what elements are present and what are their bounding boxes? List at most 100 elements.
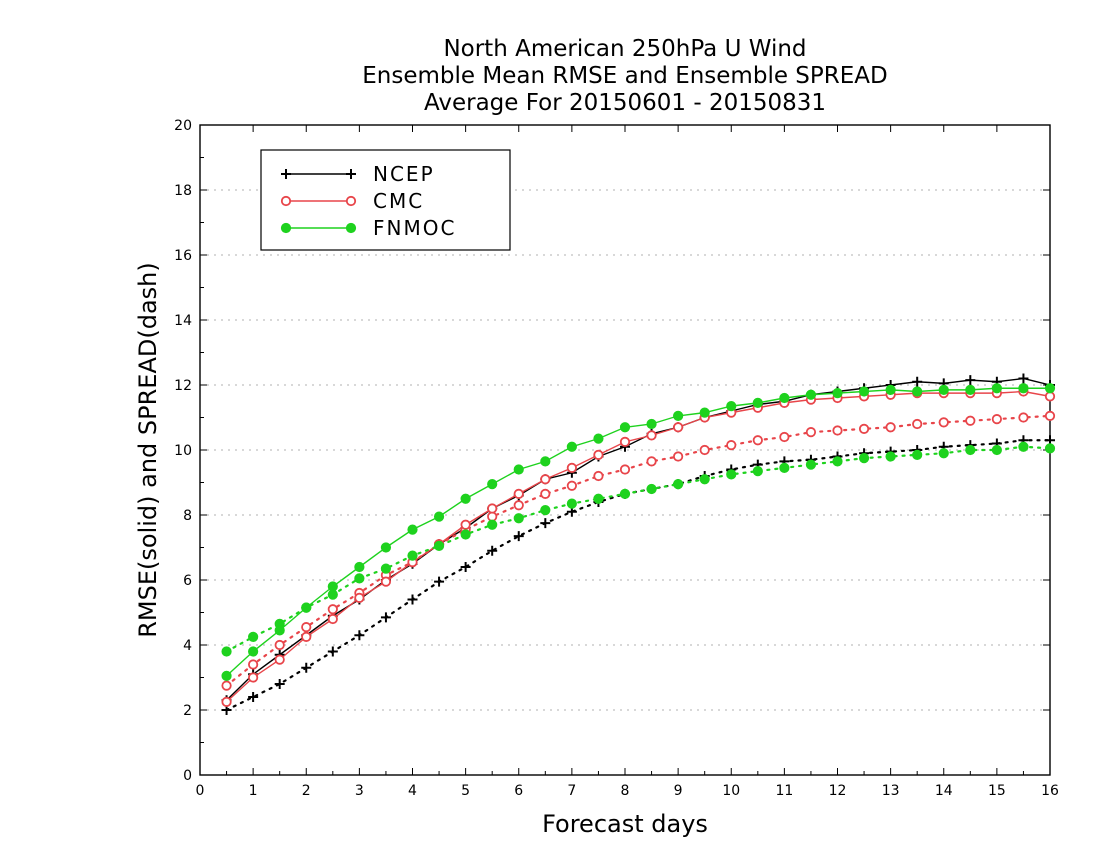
- fnmoc-spread-point: [460, 529, 471, 540]
- fnmoc-rmse-point: [301, 602, 312, 613]
- x-tick-label-11: 11: [775, 783, 793, 799]
- cmc-rmse-point: [566, 462, 577, 473]
- fnmoc-spread-point: [407, 550, 418, 561]
- cmc-spread-point: [779, 431, 790, 443]
- x-tick-label-7: 7: [567, 783, 576, 799]
- fnmoc-rmse-point: [699, 407, 710, 418]
- fnmoc-rmse-point: [1044, 383, 1056, 394]
- fnmoc-spread-point: [566, 498, 577, 509]
- y-axis-label: RMSE(solid) and SPREAD(dash): [134, 262, 162, 638]
- fnmoc-spread-point: [513, 513, 524, 524]
- fnmoc-spread-point: [433, 540, 445, 551]
- cmc-spread-point: [566, 480, 577, 491]
- fnmoc-spread-point: [938, 448, 949, 459]
- x-tick-label-2: 2: [302, 783, 311, 799]
- cmc-spread-line: [225, 414, 1052, 687]
- y-tick-label-10: 10: [174, 443, 192, 459]
- cmc-spread-point: [274, 639, 285, 651]
- cmc-rmse-point: [593, 449, 604, 460]
- ncep-rmse-point: [965, 375, 976, 386]
- fnmoc-rmse-point: [673, 410, 684, 421]
- x-tick-label-6: 6: [514, 783, 523, 799]
- legend-marker-start-cmc: [280, 195, 292, 207]
- fnmoc-rmse-point: [965, 384, 976, 395]
- cmc-rmse-point: [487, 503, 498, 514]
- series-layer: [221, 373, 1056, 715]
- cmc-rmse-point: [673, 422, 684, 433]
- legend-marker-end-cmc: [345, 195, 357, 207]
- y-tick-label-4: 4: [183, 638, 192, 654]
- chart-title-line-2: Ensemble Mean RMSE and Ensemble SPREAD: [362, 63, 888, 89]
- x-tick-label-8: 8: [621, 783, 630, 799]
- ncep-spread-point: [327, 646, 338, 657]
- fnmoc-spread-point: [779, 462, 790, 473]
- cmc-spread-point: [699, 444, 710, 456]
- fnmoc-rmse-point: [885, 384, 896, 395]
- fnmoc-rmse-point: [1018, 383, 1029, 394]
- cmc-spread-point: [805, 427, 817, 438]
- fnmoc-rmse-point: [858, 386, 870, 397]
- fnmoc-spread-point: [885, 451, 896, 462]
- fnmoc-rmse-point: [832, 388, 843, 399]
- fnmoc-spread-point: [673, 479, 684, 490]
- legend-box: [260, 149, 511, 251]
- fnmoc-spread-point: [1044, 443, 1056, 454]
- ncep-spread-point: [407, 594, 418, 605]
- ncep-spread-line: [225, 439, 1052, 712]
- cmc-spread-point: [912, 418, 923, 430]
- cmc-rmse-line: [226, 390, 1051, 703]
- ncep-spread-point: [274, 679, 285, 689]
- y-tick-label-2: 2: [183, 703, 192, 719]
- x-axis-label: Forecast days: [542, 810, 708, 838]
- legend-marker-end-fnmoc: [345, 222, 357, 234]
- fnmoc-spread-point: [248, 631, 259, 642]
- ncep-spread-point: [248, 692, 259, 702]
- x-tick-label-16: 16: [1041, 783, 1059, 799]
- x-tick-label-13: 13: [882, 783, 900, 799]
- cmc-rmse-point: [380, 576, 392, 587]
- cmc-spread-point: [752, 435, 763, 446]
- x-tick-label-10: 10: [722, 783, 740, 799]
- fnmoc-spread-point: [726, 469, 737, 480]
- cmc-spread-point: [327, 604, 338, 615]
- cmc-rmse-point: [221, 696, 232, 707]
- grid-lines: [200, 124, 1050, 711]
- ncep-spread-point: [301, 662, 312, 673]
- fnmoc-spread-point: [593, 493, 604, 504]
- y-tick-label-0: 0: [183, 768, 192, 784]
- y-tick-label-20: 20: [174, 118, 192, 134]
- cmc-rmse-point: [274, 654, 285, 665]
- cmc-spread-point: [965, 415, 976, 426]
- legend-marker-start-ncep: [281, 169, 291, 179]
- legend-label-cmc: CMC: [373, 189, 424, 213]
- cmc-rmse-point: [619, 436, 631, 447]
- cmc-rmse-point: [354, 592, 365, 603]
- fnmoc-spread-point: [699, 474, 710, 485]
- legend-marker-end-ncep: [346, 169, 356, 179]
- cmc-rmse-point: [460, 519, 471, 530]
- ncep-spread-point: [460, 562, 471, 572]
- fnmoc-spread-point: [805, 459, 817, 470]
- cmc-spread-point: [540, 488, 551, 499]
- fnmoc-spread-line: [225, 445, 1052, 653]
- fnmoc-spread-point: [354, 573, 365, 584]
- x-tick-label-12: 12: [829, 783, 847, 799]
- fnmoc-spread-point: [912, 449, 923, 460]
- x-tick-label-1: 1: [249, 783, 258, 799]
- legend-label-fnmoc: FNMOC: [373, 216, 456, 240]
- fnmoc-rmse-point: [593, 433, 604, 444]
- y-axis-ticks: 0 2 4 6 8 10 12 14 16 18 20: [174, 118, 1050, 784]
- cmc-spread-point: [593, 470, 604, 482]
- cmc-spread-point: [248, 659, 259, 670]
- cmc-spread-point: [619, 464, 631, 475]
- cmc-spread-point: [673, 451, 684, 462]
- fnmoc-spread-point: [646, 483, 657, 495]
- cmc-spread-point: [885, 422, 896, 433]
- x-axis-ticks: 0 1 2 3 4 5 6 7 8 9 10 11 12 13 14 15 16: [196, 125, 1059, 799]
- cmc-spread-point: [487, 511, 498, 522]
- fnmoc-spread-point: [540, 505, 551, 516]
- fnmoc-rmse-point: [460, 493, 471, 504]
- cmc-spread-point: [1044, 410, 1056, 421]
- y-tick-label-18: 18: [174, 183, 192, 199]
